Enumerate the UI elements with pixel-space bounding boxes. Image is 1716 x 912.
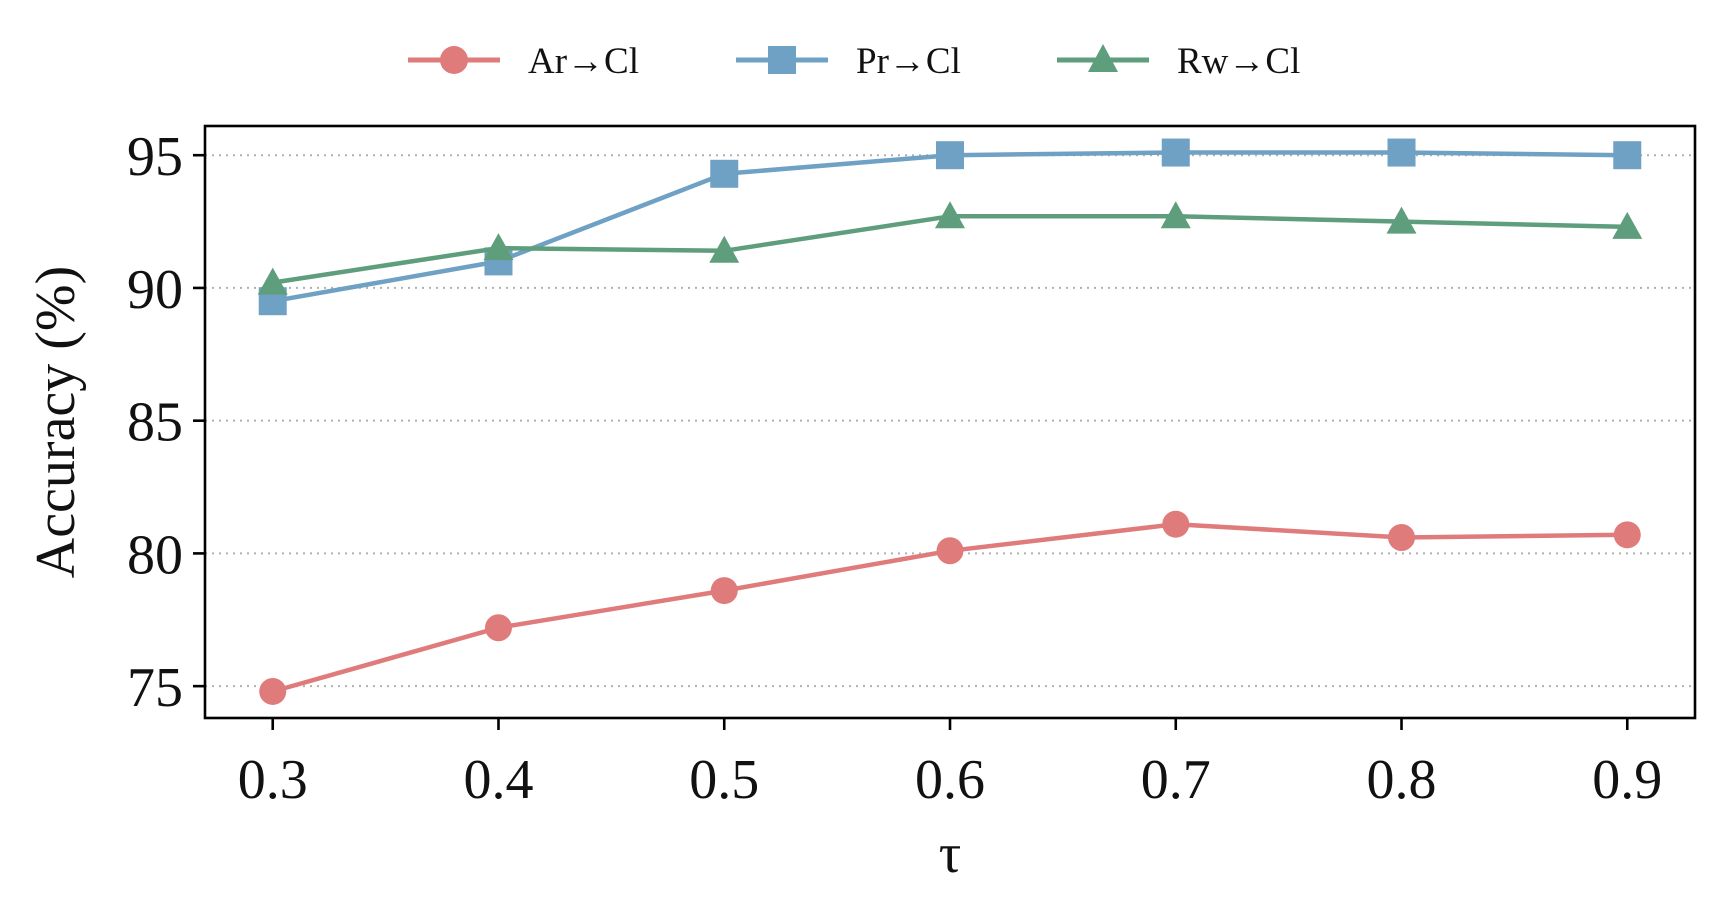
y-tick-label: 75 bbox=[127, 657, 183, 719]
data-point-square bbox=[710, 159, 739, 188]
legend-item-ar-cl: Ar→Cl bbox=[408, 41, 639, 82]
legend-label-ar-cl: Ar→Cl bbox=[528, 41, 639, 82]
legend-label-pr-cl: Pr→Cl bbox=[856, 41, 961, 82]
x-axis-title: τ bbox=[939, 823, 962, 885]
axes-layer: 75 80 85 90 95 0.3 0.4 0.5 0.6 0.7 0.8 0.9 bbox=[127, 126, 1662, 811]
grid-lines bbox=[205, 154, 1695, 688]
data-point-triangle bbox=[1160, 201, 1191, 229]
y-tick-label: 90 bbox=[127, 259, 183, 321]
data-point-circle bbox=[936, 537, 964, 565]
data-point-square bbox=[1613, 141, 1642, 170]
legend-item-pr-cl: Pr→Cl bbox=[736, 41, 961, 82]
series-layer bbox=[257, 138, 1643, 705]
data-point-circle bbox=[1162, 510, 1190, 538]
y-tick-label: 95 bbox=[127, 126, 183, 188]
legend: Ar→Cl Pr→Cl Rw→Cl bbox=[408, 41, 1300, 82]
x-tick-label: 0.5 bbox=[689, 749, 759, 811]
x-tick-label: 0.8 bbox=[1367, 749, 1437, 811]
data-point-circle bbox=[710, 577, 738, 605]
data-point-triangle bbox=[935, 201, 965, 229]
x-tick-label: 0.4 bbox=[463, 749, 533, 811]
data-point-triangle bbox=[709, 235, 740, 263]
legend-label-rw-cl: Rw→Cl bbox=[1177, 41, 1300, 82]
data-point-circle bbox=[1388, 523, 1416, 551]
data-point-triangle bbox=[1612, 211, 1643, 239]
x-tick-label: 0.9 bbox=[1592, 749, 1662, 811]
data-point-circle bbox=[259, 677, 287, 705]
y-tick-label: 80 bbox=[127, 524, 183, 586]
x-tick-label: 0.3 bbox=[238, 749, 308, 811]
y-axis-title: Accuracy (%) bbox=[25, 266, 87, 578]
legend-item-rw-cl: Rw→Cl bbox=[1057, 41, 1300, 82]
x-tick-label: 0.7 bbox=[1141, 749, 1211, 811]
data-point-triangle bbox=[483, 233, 514, 261]
legend-marker-circle bbox=[440, 46, 468, 74]
y-tick-label: 85 bbox=[127, 392, 183, 454]
x-tick-label: 0.6 bbox=[915, 749, 985, 811]
data-point-square bbox=[1387, 138, 1416, 167]
data-point-circle bbox=[1613, 521, 1641, 549]
legend-marker-square bbox=[768, 46, 796, 74]
data-point-triangle bbox=[1386, 206, 1417, 234]
legend-marker-triangle bbox=[1088, 44, 1118, 72]
data-point-triangle bbox=[257, 267, 288, 295]
data-point-circle bbox=[484, 614, 512, 642]
data-point-square bbox=[1161, 138, 1190, 167]
data-point-square bbox=[936, 141, 964, 170]
